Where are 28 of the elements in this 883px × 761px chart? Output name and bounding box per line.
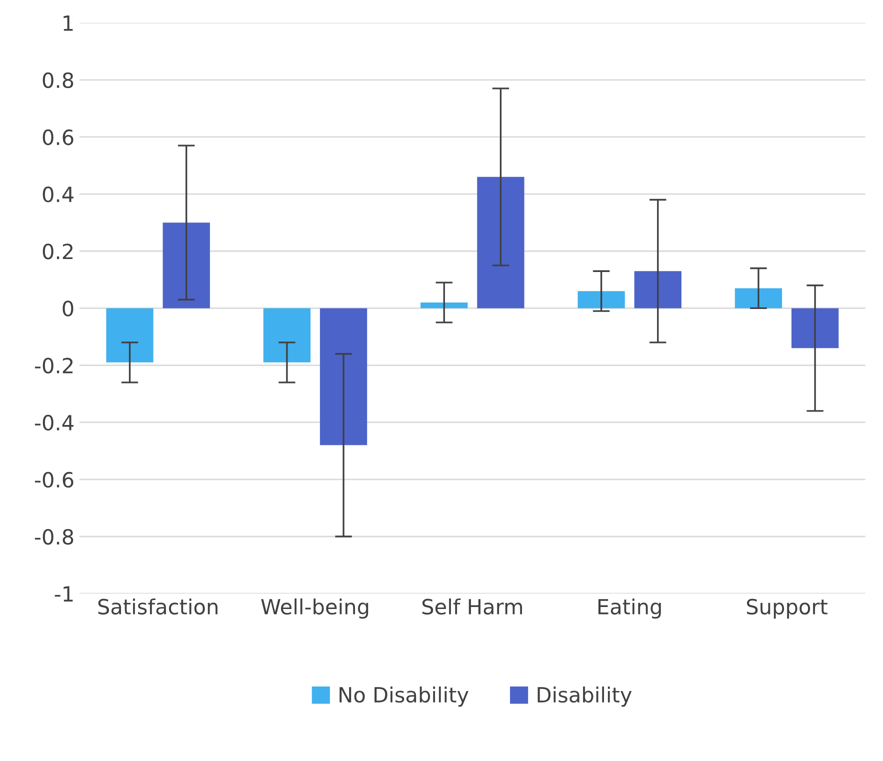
y-tick-label: -0.2 [34,358,73,374]
bar [106,308,154,362]
y-tick-label: 1 [64,16,73,31]
bar [162,222,210,308]
y-tick-label: -0.6 [34,472,74,488]
y-tick-label: 0.4 [42,186,74,202]
bar [634,271,682,308]
y-tick-label: -0.8 [34,528,74,545]
y-tick-label: 0.8 [42,72,74,88]
y-tick-label: 0 [62,300,74,316]
bar [477,176,524,308]
y-tick-label: -1 [54,586,73,602]
legend-label: No Disability [340,686,468,707]
legend-label: Disability [538,686,632,707]
bar [420,302,468,308]
bar [263,308,311,362]
bar [734,288,782,308]
x-tick-label: Eating [598,598,661,619]
x-tick-label: Self Harm [422,598,522,615]
x-tick-label: Satisfaction [98,598,218,615]
bar [791,308,839,348]
bar [578,291,625,308]
bar [320,308,368,446]
y-tick-label: 0.2 [42,244,73,260]
x-tick-label: Well-being [261,598,368,619]
y-tick-label: -0.4 [34,414,74,431]
y-tick-label: 0.6 [42,129,74,146]
x-tick-label: Support [746,598,828,619]
